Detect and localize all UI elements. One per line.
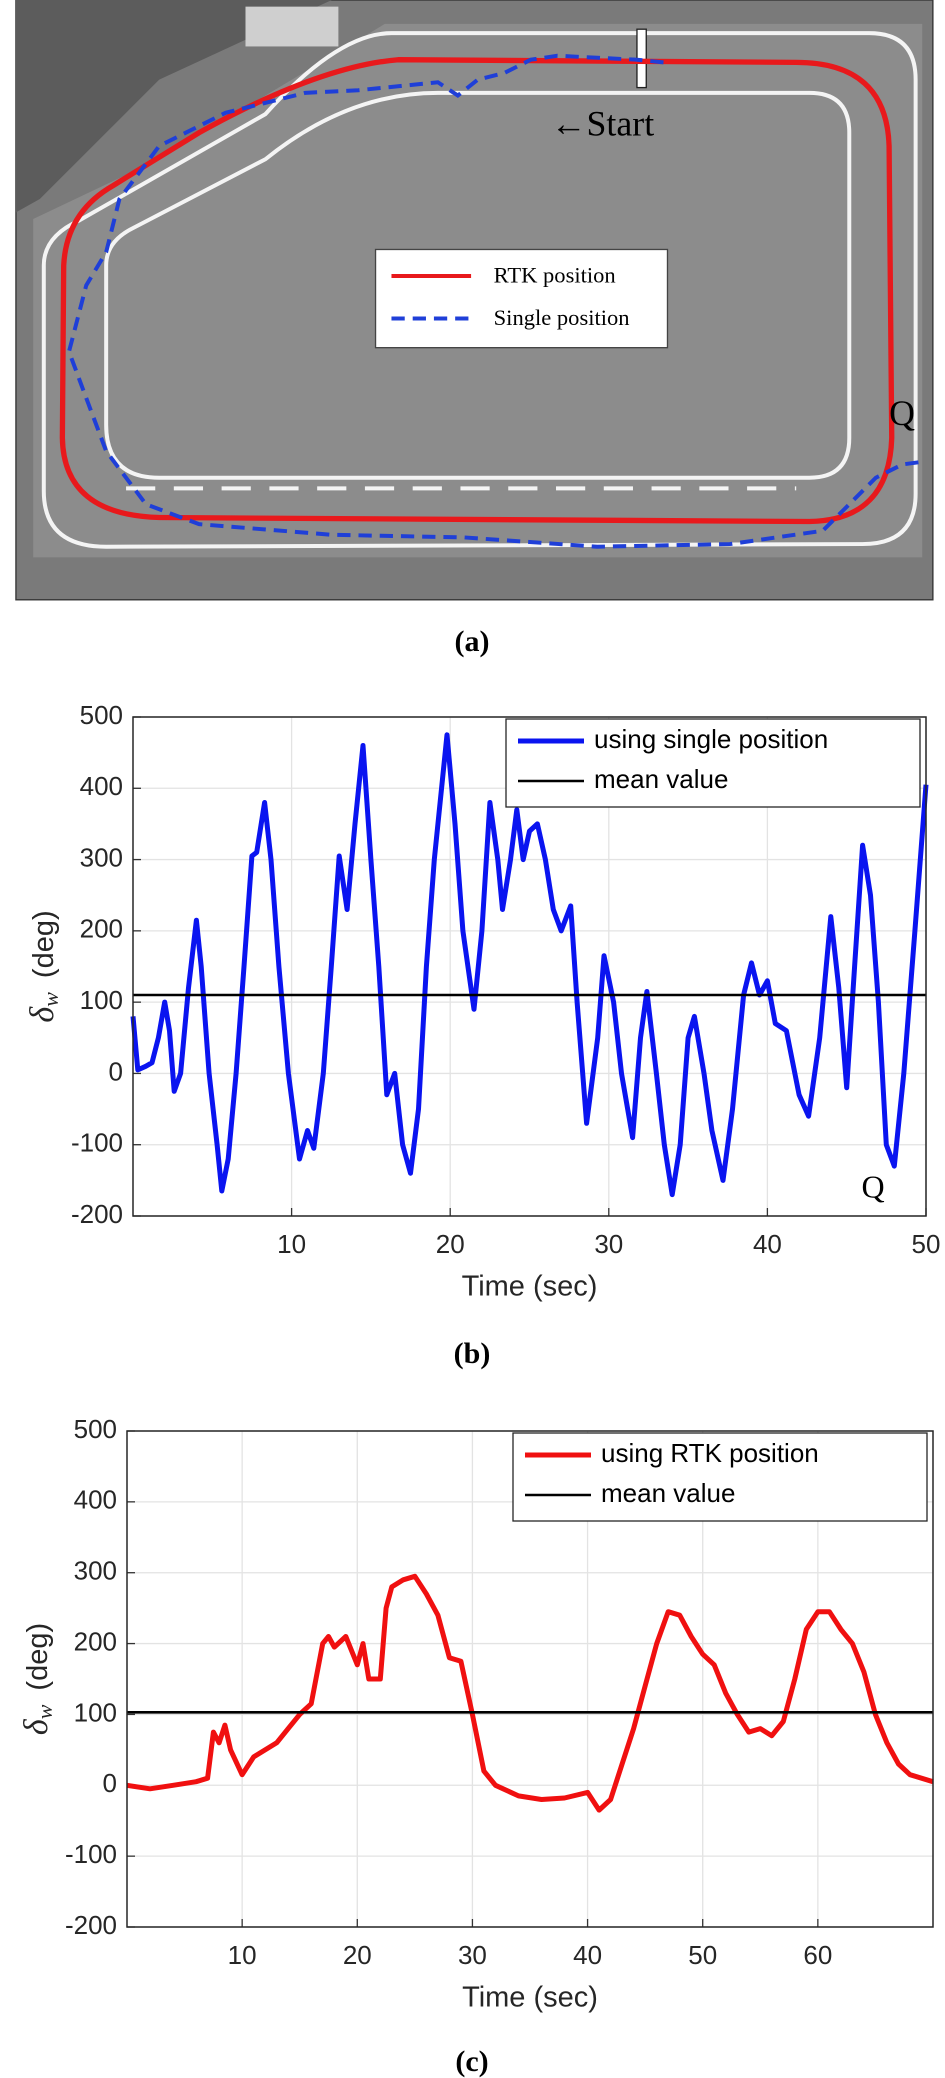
y-tick-label: -200 xyxy=(65,1910,117,1940)
y-axis-label: δw (deg) xyxy=(24,910,63,1022)
y-tick-label: 200 xyxy=(74,1626,117,1656)
annotation: Q xyxy=(861,1168,884,1204)
annotation: Q xyxy=(889,393,915,433)
y-tick-label: 400 xyxy=(74,1485,117,1515)
caption: (c) xyxy=(455,2045,488,2078)
y-tick-label: 300 xyxy=(74,1556,117,1586)
legend-box xyxy=(512,1432,928,1522)
legend-box xyxy=(505,718,921,808)
track-inner xyxy=(104,90,852,480)
y-tick-label: 200 xyxy=(80,914,123,944)
x-tick-label: 30 xyxy=(458,1940,487,1970)
y-tick-label: 100 xyxy=(74,1697,117,1727)
x-tick-label: 40 xyxy=(573,1940,602,1970)
y-tick-label: -100 xyxy=(71,1128,123,1158)
legend-box xyxy=(374,248,669,349)
y-axis-subscript: w xyxy=(38,992,63,1007)
y-tick-label: 300 xyxy=(80,842,123,872)
single-trajectory xyxy=(66,53,923,549)
y-axis-subscript: w xyxy=(32,1704,57,1719)
aerial-panel: RTK position Single position ←Start Q xyxy=(15,0,934,601)
y-axis-symbol: δ xyxy=(24,1006,61,1023)
x-tick-label: 50 xyxy=(912,1229,941,1259)
y-tick-label: 500 xyxy=(80,700,123,730)
legend-label: RTK position xyxy=(494,263,616,288)
plot-frame xyxy=(132,716,927,1217)
x-tick-label: 10 xyxy=(228,1940,257,1970)
x-tick-label: 20 xyxy=(436,1229,465,1259)
x-axis-label: Time (sec) xyxy=(462,1982,598,2014)
x-tick-label: 40 xyxy=(753,1229,782,1259)
y-tick-label: 100 xyxy=(80,985,123,1015)
caption: (a) xyxy=(455,625,490,658)
y-tick-label: -200 xyxy=(71,1199,123,1229)
y-axis-units: (deg) xyxy=(28,910,60,978)
x-tick-label: 60 xyxy=(803,1940,832,1970)
x-axis-label: Time (sec) xyxy=(462,1271,598,1303)
photo-trees xyxy=(15,0,332,213)
y-tick-label: 0 xyxy=(109,1056,123,1086)
y-tick-label: 500 xyxy=(74,1414,117,1444)
x-tick-label: 50 xyxy=(688,1940,717,1970)
caption: (b) xyxy=(454,1337,491,1370)
legend-label: Single position xyxy=(494,305,630,330)
legend-label: mean value xyxy=(601,1478,735,1508)
legend-label: using RTK position xyxy=(601,1438,819,1468)
x-tick-label: 30 xyxy=(594,1229,623,1259)
series-line xyxy=(126,1573,934,1813)
y-tick-label: 0 xyxy=(103,1768,117,1798)
annotation: ←Start xyxy=(551,104,655,144)
y-tick-label: -100 xyxy=(65,1839,117,1869)
x-tick-label: 10 xyxy=(277,1229,306,1259)
photo-building xyxy=(245,6,339,47)
legend-label: mean value xyxy=(594,764,728,794)
series-line xyxy=(130,732,929,1198)
rtk-trajectory xyxy=(59,57,895,525)
plot-frame xyxy=(126,1430,934,1928)
y-axis-label: δw (deg) xyxy=(18,1623,57,1735)
y-axis-units: (deg) xyxy=(22,1623,54,1691)
y-axis-symbol: δ xyxy=(18,1718,55,1735)
x-tick-label: 20 xyxy=(343,1940,372,1970)
legend-label: using single position xyxy=(594,724,828,754)
y-tick-label: 400 xyxy=(80,771,123,801)
